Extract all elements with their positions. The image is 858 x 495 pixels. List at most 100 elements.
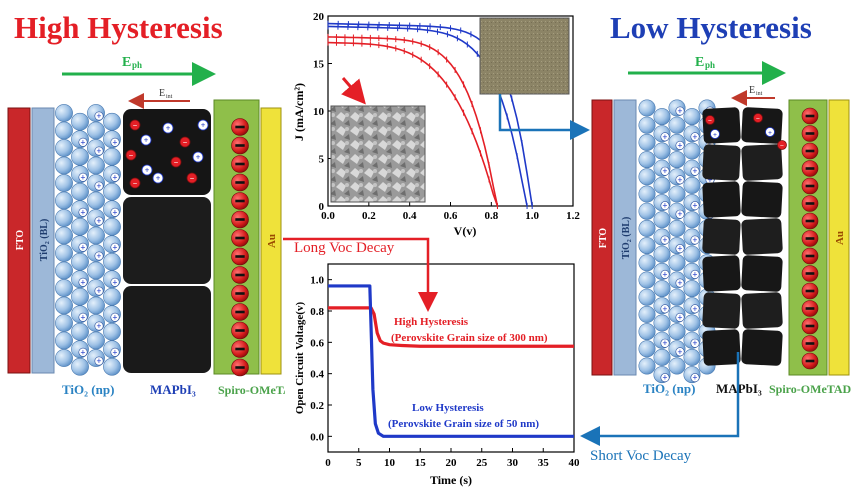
electron-marker [78,242,88,252]
small-grain [741,255,783,292]
pos-charge [140,134,152,146]
pos-charge [710,129,720,139]
jv-chart: 0.0 0.2 0.4 0.6 0.8 1.0 1.2 0 5 10 15 20 V(v) J (mA… [292,10,580,238]
tio2-sphere [668,151,686,169]
sem-image-large-grains [330,105,426,203]
tio2-sphere [668,116,686,134]
left-spiro-label: Spiro-OMeTAD [218,383,301,397]
voc-legend-low-note: (Perovskite Grain size of 50 nm) [388,418,539,430]
tio2-sphere [71,252,89,271]
small-grain [702,292,741,329]
jv-xtick-label: 0.6 [444,210,458,222]
right-eint-sub: int [756,91,763,97]
neg-charge [129,177,141,189]
electron-sign: + [96,181,101,191]
tio2-sphere [103,357,121,376]
tio2-sphere [55,296,73,315]
electron-marker [690,235,700,245]
right-charges: −+−+− [705,113,787,150]
tio2-sphere [683,176,701,194]
electron-marker [690,166,700,176]
right-spiro-label: Spiro-OMeTAD [769,382,852,396]
pos-charge [141,164,153,176]
electron-sign: + [112,207,117,217]
tio2-sphere [638,323,656,341]
hole-minus [805,342,815,345]
tio2-sphere [87,331,105,350]
long-decay-arrow [283,237,438,312]
jv-to-sem-red-arrow [341,77,366,105]
tio2-sphere [668,254,686,272]
jv-ytick-label: 10 [313,106,325,118]
tio2-sphere [103,147,121,166]
tio2-sphere [638,237,656,255]
electron-sign: + [662,304,667,314]
pos-charge [162,122,174,134]
left-mapbi3-label: MAPbI₃ [150,382,196,397]
voc-ylabel: Open Circuit Voltage(v) [294,302,306,415]
hole-minus [805,167,815,170]
electron-sign: + [80,172,85,182]
right-eph-sub: ph [705,60,715,70]
voc-xlabel: Time (s) [430,473,472,487]
hole-minus [805,114,815,118]
neg-charge [125,149,137,161]
hole-minus [235,347,245,351]
small-grain [702,107,741,144]
jv-ytick-label: 15 [313,59,325,71]
electron-marker [110,347,120,357]
jv-xtick-label: 0.2 [362,210,376,222]
small-grain [702,144,741,181]
hole-minus [235,329,245,332]
voc-xtick-label: 20 [446,457,458,469]
hole-minus [235,144,245,147]
electron-marker [94,251,104,261]
jv-ylabel: J (mA/cm²) [292,83,306,141]
tio2-sphere [668,185,686,203]
electron-sign: + [96,321,101,331]
tio2-sphere [638,151,656,169]
electron-sign: + [677,312,682,322]
charge-sign: − [190,174,195,183]
hole-minus [235,366,245,369]
electron-sign: + [692,269,697,279]
electron-sign: + [80,137,85,147]
short-decay-arrow [580,352,740,446]
jv-ytick-label: 5 [319,154,325,166]
hole-minus [805,359,815,363]
electron-marker [78,277,88,287]
electron-marker [675,347,685,357]
electron-sign: + [692,132,697,142]
right-eint-label: E [749,85,755,96]
tio2-sphere [55,104,73,122]
long-decay-label: Long Voc Decay [294,240,395,256]
hole-minus [805,272,815,275]
electron-marker [660,201,670,211]
hole-minus [805,254,815,258]
voc-xtick-label: 0 [325,457,331,469]
right-fto-layer [591,99,613,376]
tio2-sphere [87,121,105,140]
tio2-sphere [87,226,105,245]
electron-marker [110,172,120,182]
tio2-sphere [638,219,656,237]
electron-sign: + [662,166,667,176]
electron-marker [94,286,104,296]
electron-marker [690,201,700,211]
voc-xtick-label: 5 [356,457,362,469]
electron-sign: + [112,172,117,182]
voc-ytick-label: 1.0 [310,275,324,287]
hole-minus [235,255,245,258]
hole-minus [235,199,245,203]
electron-sign: + [677,175,682,185]
jv-ytick-label: 0 [319,201,325,213]
charge-sign: − [780,142,784,150]
electron-marker [675,106,685,116]
tio2-sphere [55,244,73,262]
neg-charge [179,136,191,148]
electron-sign: + [96,251,101,261]
neg-charge [186,172,198,184]
electron-marker [675,209,685,219]
